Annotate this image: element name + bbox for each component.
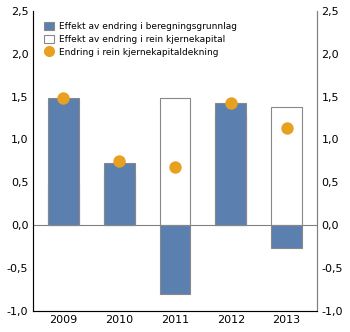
Bar (160, 98, 190, 225)
Bar (48, 184, 79, 225)
Bar (48, 98, 79, 225)
Bar (104, 163, 134, 225)
Legend: Effekt av endring i beregningsgrunnlag, Effekt av endring i rein kjernekapital, : Effekt av endring i beregningsgrunnlag, … (40, 19, 240, 60)
Bar (216, 103, 246, 225)
Bar (271, 225, 302, 248)
Point (284, 126, 289, 131)
Bar (104, 174, 134, 225)
Bar (216, 114, 246, 225)
Point (61, 96, 66, 101)
Bar (160, 225, 190, 294)
Point (172, 164, 178, 170)
Point (116, 158, 122, 164)
Point (228, 100, 234, 105)
Bar (271, 107, 302, 225)
